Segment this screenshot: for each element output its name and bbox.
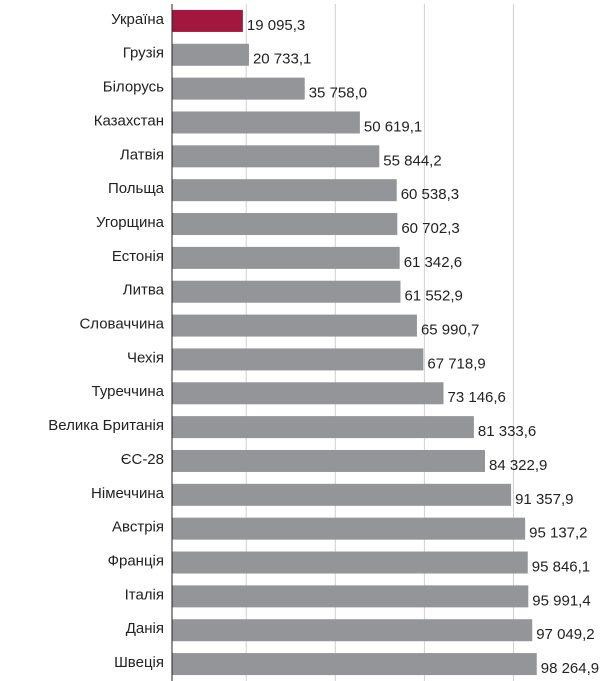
category-label: Німеччина [91, 485, 165, 502]
value-label: 95 991,4 [532, 592, 590, 609]
bar [172, 449, 485, 472]
value-label: 50 619,1 [364, 118, 422, 135]
category-label: ЄС-28 [121, 451, 164, 468]
value-label: 73 146,6 [448, 389, 506, 406]
value-label: 60 538,3 [401, 186, 459, 203]
category-label: Велика Британія [48, 417, 164, 434]
category-label: Угорщина [96, 214, 165, 231]
bar [172, 9, 243, 32]
bar [172, 246, 400, 269]
bar [172, 213, 398, 236]
bar [172, 280, 401, 303]
category-label: Італія [125, 586, 164, 603]
bar [172, 43, 249, 66]
value-label: 65 990,7 [421, 322, 479, 339]
bar [172, 416, 474, 439]
category-label: Швеція [114, 654, 164, 671]
bar [172, 382, 444, 405]
value-label: 95 846,1 [532, 558, 590, 575]
category-label: Туреччина [92, 383, 165, 400]
value-label: 35 758,0 [309, 85, 367, 102]
value-label: 67 718,9 [427, 355, 485, 372]
category-label: Польща [108, 180, 165, 197]
category-label: Казахстан [94, 112, 164, 129]
value-label: 19 095,3 [247, 17, 305, 34]
value-label: 60 702,3 [401, 220, 459, 237]
category-label: Грузія [123, 45, 164, 62]
category-label: Австрія [112, 519, 164, 536]
bar [172, 314, 417, 337]
bar [172, 551, 528, 574]
category-label: Латвія [120, 146, 164, 163]
category-label: Франція [108, 552, 164, 569]
value-label: 81 333,6 [478, 423, 536, 440]
category-label: Литва [123, 282, 165, 299]
category-label: Україна [111, 11, 165, 28]
bar [172, 483, 512, 506]
value-label: 84 322,9 [489, 457, 547, 474]
category-label: Чехія [127, 349, 164, 366]
value-label: 97 049,2 [536, 626, 594, 643]
category-label: Данія [126, 620, 164, 637]
value-label: 55 844,2 [383, 152, 441, 169]
bar [172, 179, 397, 202]
bar [172, 145, 380, 168]
bar [172, 111, 360, 134]
category-label: Словаччина [79, 316, 164, 333]
bar [172, 77, 305, 100]
category-label: Білорусь [103, 79, 164, 96]
bar [172, 619, 533, 642]
value-label: 20 733,1 [253, 51, 311, 68]
bar [172, 653, 537, 676]
bar [172, 517, 526, 540]
bar [172, 348, 424, 371]
value-label: 91 357,9 [515, 491, 573, 508]
value-label: 98 264,9 [541, 660, 599, 677]
value-label: 95 137,2 [529, 525, 587, 542]
category-label: Естонія [112, 248, 164, 265]
value-label: 61 342,6 [404, 254, 462, 271]
value-label: 61 552,9 [404, 288, 462, 305]
bar [172, 585, 529, 608]
